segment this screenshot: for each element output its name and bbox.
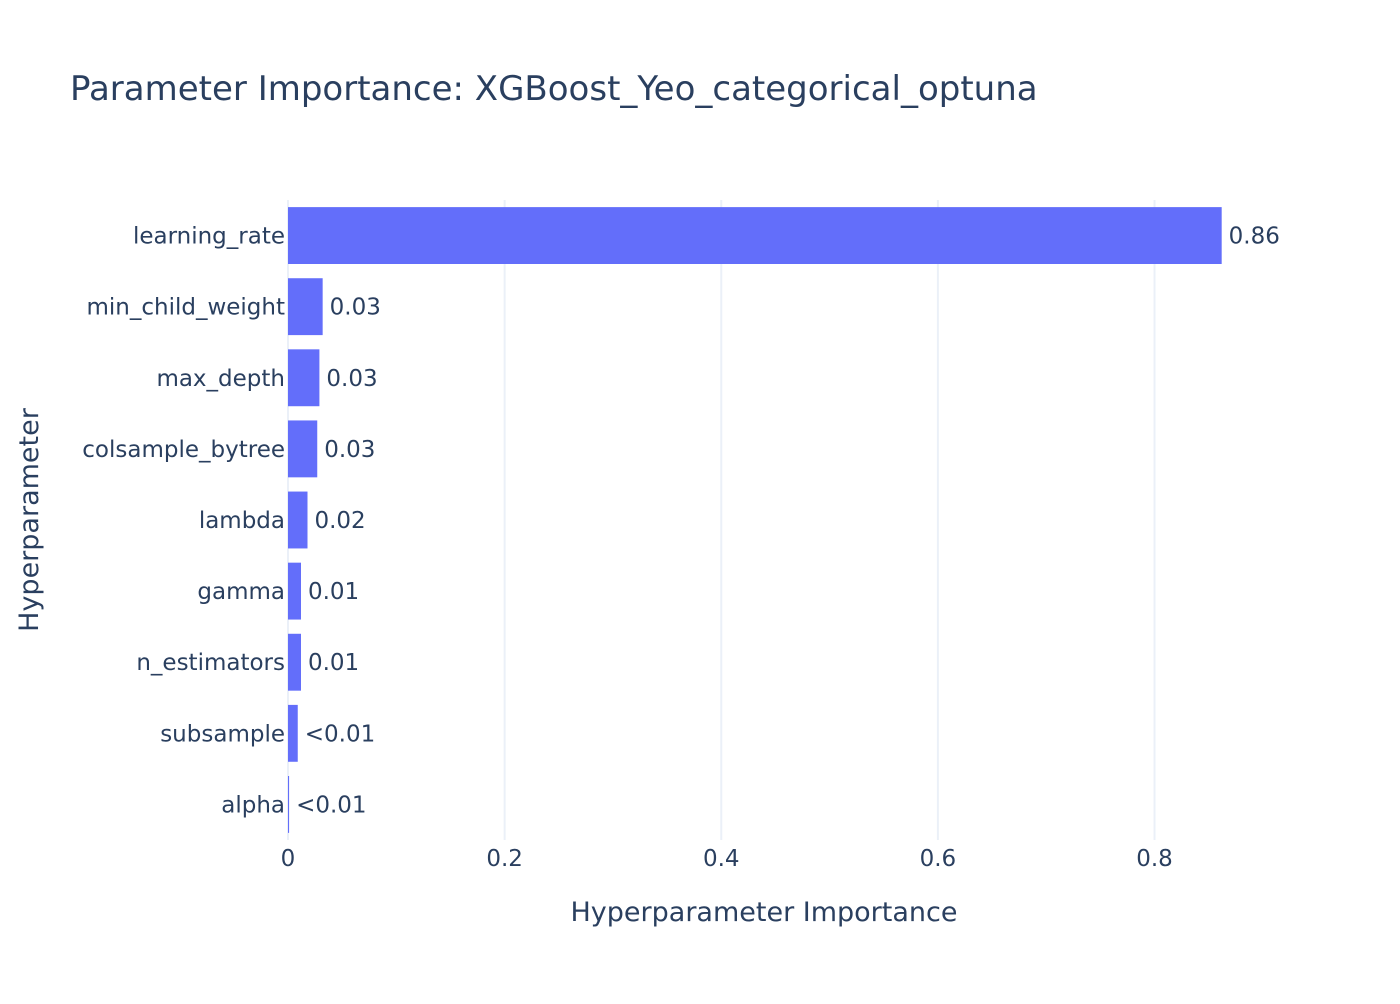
bar-subsample <box>288 704 298 762</box>
x-axis-title: Hyperparameter Importance <box>571 897 958 928</box>
bar-max-depth <box>288 349 320 407</box>
data-label: <0.01 <box>296 792 366 818</box>
y-tick-label: learning_rate <box>133 224 285 250</box>
data-label: 0.01 <box>308 579 359 605</box>
data-label: 0.03 <box>326 366 377 392</box>
y-tick-label: n_estimators <box>136 650 285 676</box>
bar-colsample-bytree <box>288 420 318 478</box>
bar-gamma <box>288 562 301 620</box>
x-tick-label: 0.8 <box>1136 846 1173 872</box>
bar-alpha <box>288 776 290 833</box>
data-label: 0.01 <box>308 650 359 676</box>
bar-learning-rate <box>288 207 1222 264</box>
bar-lambda <box>288 491 308 549</box>
y-tick-labels: learning_rate min_child_weight max_depthco… <box>82 224 285 819</box>
bar-min-child-weight <box>288 278 323 336</box>
y-tick-label: min_child_weight <box>86 295 285 321</box>
x-tick-label: 0.6 <box>920 846 957 872</box>
data-label: 0.03 <box>324 437 375 463</box>
data-label: 0.03 <box>330 295 381 321</box>
y-tick-label: alpha <box>221 792 285 818</box>
bar-n-estimators <box>288 633 301 691</box>
data-label: 0.02 <box>314 508 365 534</box>
data-labels: 0.86 0.03 0.03 0.03 0.02 0.01 0.01 <0.01 <0.01 <box>296 224 1280 819</box>
y-tick-label: colsample_bytree <box>82 437 285 463</box>
y-tick-label: gamma <box>197 579 285 605</box>
data-label: 0.86 <box>1229 224 1280 250</box>
data-label: <0.01 <box>305 721 375 747</box>
y-tick-label: subsample <box>160 721 285 747</box>
y-axis-title: Hyperparameter <box>14 407 45 632</box>
bars <box>288 207 1222 833</box>
y-tick-label: lambda <box>199 508 285 534</box>
x-tick-label: 0.4 <box>703 846 740 872</box>
y-tick-label: max_depth <box>156 366 285 392</box>
chart-title: Parameter Importance: XGBoost_Yeo_catego… <box>70 69 1038 109</box>
x-tick-label: 0 <box>281 846 296 872</box>
x-tick-labels: 0 0.2 0.4 0.6 0.8 <box>281 846 1173 872</box>
x-tick-label: 0.2 <box>486 846 523 872</box>
